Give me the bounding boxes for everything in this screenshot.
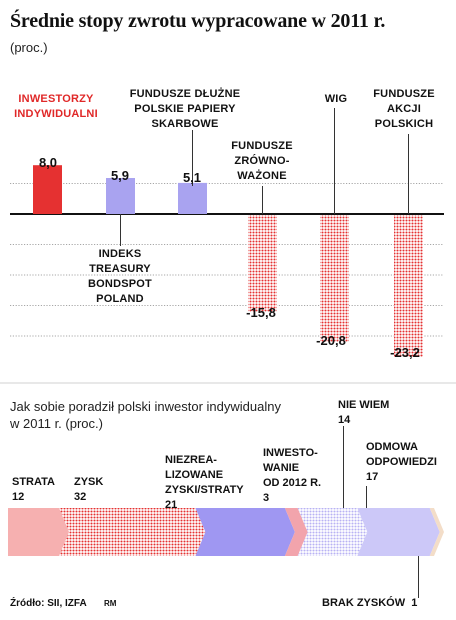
chart-title: Średnie stopy zwrotu wypracowane w 2011 … — [10, 10, 386, 32]
label-treasury-index: INDEKS TREASURY BONDSPOT POLAND — [88, 248, 152, 305]
seg-label-inwestowanie: INWESTO- WANIE OD 2012 R. 3 — [263, 447, 322, 504]
label-wig: WIG — [324, 93, 348, 105]
value-investors: 8,0 — [38, 155, 58, 170]
leader-lines — [120, 108, 419, 598]
value-debt-funds: 5,1 — [182, 170, 202, 185]
bar-4 — [320, 215, 349, 342]
bar-3 — [248, 215, 277, 312]
section2-heading: Jak sobie poradził polski inwestor indyw… — [10, 399, 281, 431]
label-equity-funds: FUNDUSZE AKCJI POLSKICH — [373, 88, 435, 130]
value-equity: -23,2 — [390, 345, 420, 360]
segment-0 — [8, 508, 70, 556]
bars-group — [33, 165, 423, 357]
bar-1 — [106, 178, 135, 214]
chart-subtitle: (proc.) — [10, 40, 48, 55]
label-debt-funds: FUNDUSZE DŁUŻNE POLSKIE PAPIERY SKARBOWE — [129, 88, 241, 130]
seg-label-niewiem: NIE WIEM 14 — [338, 399, 390, 426]
value-balanced: -15,8 — [246, 305, 276, 320]
segment-5 — [357, 508, 440, 556]
segment-6 — [429, 508, 444, 556]
seg-label-strata: STRATA 12 — [12, 476, 55, 503]
bar-0 — [33, 165, 62, 214]
segment-2 — [195, 508, 295, 556]
stacked-bar — [8, 508, 444, 556]
seg-label-odmowa: ODMOWA ODPOWIEDZI 17 — [366, 441, 437, 483]
value-treasury: 5,9 — [110, 168, 130, 183]
bar-2 — [178, 182, 207, 214]
value-wig: -20,8 — [316, 333, 346, 348]
segment-3 — [284, 508, 308, 556]
seg-label-zysk: ZYSK 32 — [74, 476, 104, 503]
segment-1 — [59, 508, 206, 556]
segment-4 — [297, 508, 368, 556]
credit-note: RM — [104, 599, 117, 608]
source-note: Źródło: SII, IZFA — [10, 598, 87, 609]
seg-label-niezrealizowane: NIEZREA- LIZOWANE ZYSKI/STRATY 21 — [165, 454, 244, 511]
label-investors: INWESTORZY INDYWIDUALNI — [14, 93, 98, 120]
gridlines — [0, 183, 456, 384]
seg-label-brak: BRAK ZYSKÓW 1 — [322, 597, 418, 609]
bar-5 — [394, 215, 423, 357]
label-balanced-funds: FUNDUSZE ZRÓWNO- WAŻONE — [231, 140, 293, 182]
